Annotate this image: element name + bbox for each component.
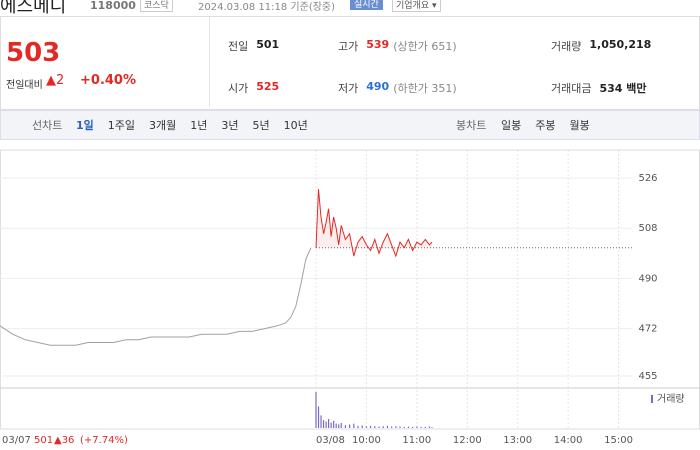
market-badge: 코스닥 — [140, 0, 173, 12]
quote-value: 501 — [256, 38, 280, 51]
plot-frame — [0, 149, 700, 430]
quote-value: 525 — [256, 80, 280, 93]
quote-label: 거래대금 — [551, 82, 592, 95]
quote-label: 고가 — [338, 40, 359, 53]
tab[interactable]: 5년 — [252, 119, 270, 132]
quote-note: (상한가 651) — [393, 40, 457, 53]
tab[interactable]: 10년 — [283, 119, 308, 132]
quote-value: 490 — [366, 80, 390, 93]
x-tick-label: 12:00 — [453, 435, 482, 446]
price: 503 — [6, 38, 61, 68]
y-tick-label: 455 — [638, 371, 657, 382]
timestamp: 2024.03.08 11:18 기준(장중) — [198, 2, 336, 13]
x-tick-label: 14:00 — [554, 435, 583, 446]
y-tick-label: 508 — [638, 223, 657, 234]
tab[interactable]: 3개월 — [149, 119, 177, 132]
y-tick-label: 472 — [638, 324, 657, 335]
quote-value: 539 — [366, 38, 390, 51]
x-tick-label: 03/08 — [316, 435, 345, 446]
stock-code: 118000 — [90, 0, 136, 12]
divider — [209, 17, 210, 107]
prev-change: ▲36 — [54, 435, 74, 446]
price-line — [315, 189, 433, 258]
tab[interactable]: 1주일 — [107, 119, 136, 132]
prev-close: 501 — [34, 435, 53, 446]
tab-bar — [0, 110, 700, 140]
company-button[interactable]: 기업개요 ▾ — [392, 0, 441, 12]
quote-note: (하한가 351) — [393, 82, 457, 95]
tab[interactable]: 주봉 — [535, 119, 556, 132]
prev-change-pct: (+7.74%) — [80, 435, 128, 446]
x-tick-label: 11:00 — [402, 435, 431, 446]
tab[interactable]: 1년 — [190, 119, 208, 132]
tab-label: 선차트 — [32, 119, 63, 132]
x-tick-label: 15:00 — [604, 435, 633, 446]
y-tick-label: 526 — [638, 173, 657, 184]
stock-name: 에스메디 — [0, 0, 67, 17]
realtime-button[interactable]: 실시간 — [350, 0, 383, 10]
tab[interactable]: 1일 — [76, 119, 94, 132]
quote-label: 거래량 — [551, 40, 582, 53]
price-line — [0, 247, 312, 346]
change-label: 전일대비 — [6, 80, 43, 91]
x-tick-label: 10:00 — [352, 435, 381, 446]
quote-value: 534 백만 — [599, 82, 647, 95]
tab[interactable]: 일봉 — [501, 119, 522, 132]
quote-label: 저가 — [338, 82, 359, 95]
y-tick-label: 490 — [638, 273, 657, 284]
tab[interactable]: 3년 — [221, 119, 239, 132]
tab-label: 봉차트 — [456, 119, 487, 132]
change: ▲2 — [46, 73, 65, 88]
quote-value: 1,050,218 — [589, 38, 652, 51]
quote-label: 시가 — [228, 82, 249, 95]
quote-label: 전일 — [228, 40, 249, 53]
x-tick-label: 03/07 — [2, 435, 31, 446]
legend-swatch — [651, 395, 653, 403]
tab[interactable]: 월봉 — [569, 119, 590, 132]
x-tick-label: 13:00 — [503, 435, 532, 446]
change-pct: +0.40% — [80, 73, 136, 88]
legend-label: 거래량 — [657, 393, 685, 405]
